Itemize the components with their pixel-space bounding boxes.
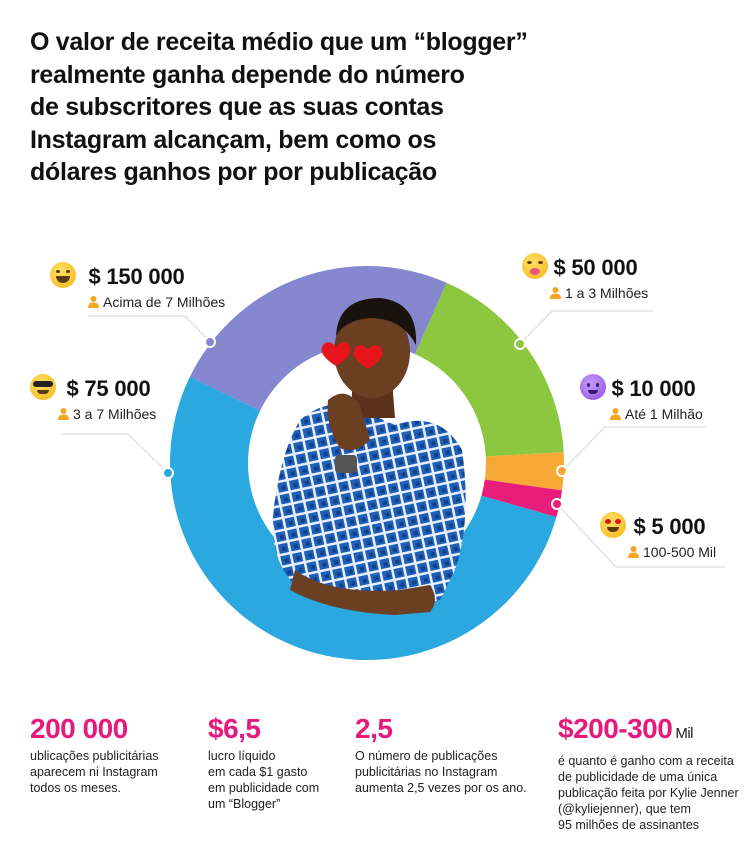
shirt — [272, 404, 466, 605]
arm — [290, 570, 435, 615]
person-icon — [628, 546, 639, 558]
person-icon — [610, 408, 621, 420]
leader-line — [561, 426, 706, 472]
stat-number: $200-300 — [558, 713, 673, 744]
donut-slice — [415, 282, 564, 457]
leader-dot — [514, 338, 526, 350]
stat-growth: 2,5 O número de publicações publicitária… — [355, 713, 527, 795]
leader-line — [556, 503, 725, 568]
donut-chart — [62, 266, 725, 660]
leader-line — [519, 310, 653, 345]
smiling-devil-emoji-icon — [580, 374, 606, 400]
watch — [335, 455, 357, 473]
person-icon — [88, 296, 99, 308]
stat-kylie-jenner: $200-300 Mil é quanto é ganho com a recei… — [558, 713, 739, 832]
person-icon — [550, 287, 561, 299]
stat-net-profit: $6,5 lucro líquido em cada $1 gasto em p… — [208, 713, 320, 811]
heart-eyes-icon — [321, 342, 383, 369]
leader-dot — [551, 498, 563, 510]
hand — [327, 393, 370, 451]
leader-dot — [556, 465, 568, 477]
stat-unit: Mil — [675, 725, 694, 742]
label-75000: $ 75 000 3 a 7 Milhões — [30, 374, 156, 422]
leader-line — [62, 433, 169, 474]
squinting-tongue-emoji-icon — [522, 253, 548, 279]
donut-slice — [481, 479, 563, 518]
title-line: O valor de receita médio que um “blogger… — [30, 28, 528, 56]
label-150000: $ 150 000 Acima de 7 Milhões — [50, 262, 225, 310]
stat-monthly-ads: 200 000 ublicações publicitárias aparece… — [30, 713, 159, 795]
page-title: O valor de receita médio que um “blogger… — [30, 26, 670, 189]
person-icon — [58, 408, 69, 420]
leader-dot — [162, 467, 174, 479]
title-line: dólares ganhos por por publicação — [30, 158, 437, 186]
heart-eyes-emoji-icon — [600, 512, 626, 538]
title-line: de subscritores que as suas contas — [30, 93, 444, 121]
label-10000: $ 10 000 Até 1 Milhão — [580, 374, 703, 422]
title-line: realmente ganha depende do número — [30, 60, 465, 89]
sunglasses-emoji-icon — [30, 374, 56, 400]
person-photo — [272, 298, 466, 615]
label-50000: $ 50 000 1 a 3 Milhões — [522, 253, 648, 301]
donut-slice — [484, 452, 564, 491]
tears-of-joy-emoji-icon — [50, 262, 76, 288]
donut-slice — [170, 376, 557, 660]
hair — [336, 298, 417, 345]
title-line: Instagram alcançam, bem como os — [30, 125, 437, 154]
leader-dot — [204, 336, 216, 348]
leader-line — [88, 315, 211, 343]
label-5000: $ 5 000 100-500 Mil — [600, 512, 716, 560]
